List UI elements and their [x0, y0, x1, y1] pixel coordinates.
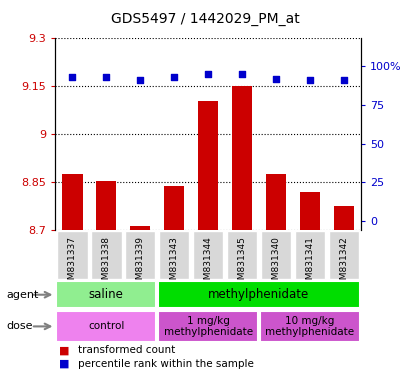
Bar [299, 192, 319, 230]
Text: GSM831342: GSM831342 [339, 237, 348, 291]
Bar [96, 181, 116, 230]
Point [171, 74, 177, 80]
Text: saline: saline [89, 288, 124, 301]
Text: transformed count: transformed count [78, 345, 175, 356]
Point [306, 77, 312, 83]
Text: GSM831339: GSM831339 [135, 237, 144, 291]
Point [103, 74, 109, 80]
Bar [125, 232, 155, 279]
Text: GSM831337: GSM831337 [67, 237, 76, 291]
Text: GSM831341: GSM831341 [305, 237, 314, 291]
Bar [294, 232, 324, 279]
Point [272, 76, 279, 82]
Text: control: control [88, 321, 124, 331]
Bar [192, 232, 223, 279]
Bar [265, 174, 285, 230]
Point [340, 77, 346, 83]
Text: ■: ■ [59, 345, 70, 356]
Bar [57, 232, 88, 279]
Point [69, 74, 75, 80]
Text: GSM831343: GSM831343 [169, 237, 178, 291]
Text: percentile rank within the sample: percentile rank within the sample [78, 359, 253, 369]
Text: GSM831345: GSM831345 [237, 237, 246, 291]
Bar [226, 232, 257, 279]
Bar [56, 281, 156, 308]
Bar [130, 225, 150, 230]
Bar [328, 232, 358, 279]
Text: GDS5497 / 1442029_PM_at: GDS5497 / 1442029_PM_at [110, 12, 299, 25]
Bar [91, 232, 121, 279]
Bar [333, 206, 353, 230]
Text: dose: dose [6, 321, 33, 331]
Bar [198, 101, 218, 230]
Point [137, 77, 143, 83]
Bar [158, 232, 189, 279]
Bar [231, 86, 252, 230]
Text: 10 mg/kg
methylphenidate: 10 mg/kg methylphenidate [265, 316, 354, 337]
Text: agent: agent [6, 290, 38, 300]
Point [238, 71, 245, 77]
Text: methylphenidate: methylphenidate [208, 288, 309, 301]
Text: GSM831344: GSM831344 [203, 237, 212, 291]
Text: GSM831338: GSM831338 [101, 237, 110, 291]
Bar [158, 311, 257, 342]
Bar [259, 311, 359, 342]
Bar [56, 311, 156, 342]
Bar [158, 281, 359, 308]
Bar [164, 185, 184, 230]
Text: 1 mg/kg
methylphenidate: 1 mg/kg methylphenidate [163, 316, 252, 337]
Bar [62, 174, 82, 230]
Text: GSM831340: GSM831340 [271, 237, 280, 291]
Bar [260, 232, 290, 279]
Point [204, 71, 211, 77]
Text: ■: ■ [59, 359, 70, 369]
